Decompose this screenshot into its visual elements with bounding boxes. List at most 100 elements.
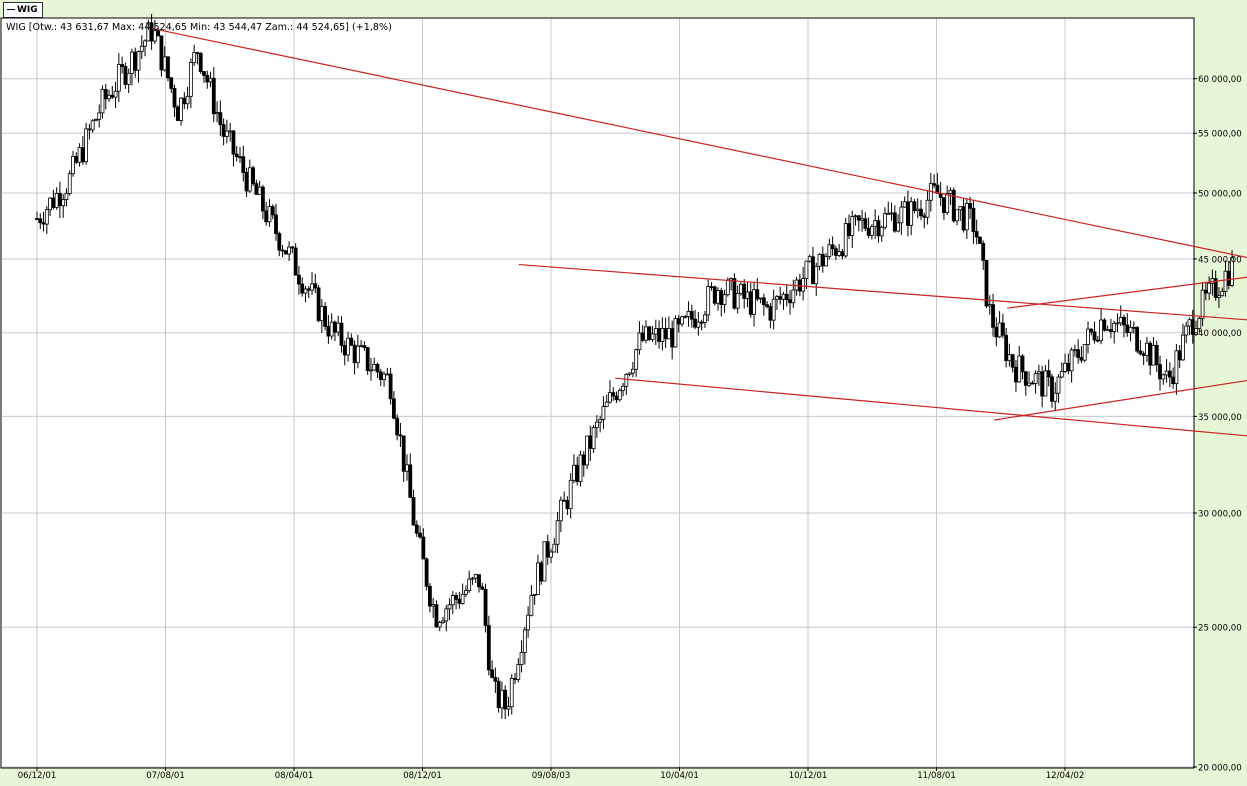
candle-body [231,130,236,155]
candle-body [1040,371,1045,397]
candle-body [411,497,416,526]
candle-body [500,689,504,709]
candle-body [1210,278,1215,284]
candle-body [820,253,825,267]
candle-body [863,218,868,229]
candle-body [532,594,537,596]
candle-body [369,369,373,372]
candle-body [978,236,982,244]
candle-body [1226,270,1231,286]
candle-body [778,296,783,300]
candle-body [958,206,963,211]
candle-body [614,395,619,401]
candle-body [444,608,449,622]
candle-body [378,371,383,380]
candle-body [303,288,308,294]
candle-body [522,629,527,653]
candle-body [493,677,498,682]
candle-body [663,328,668,340]
candle-body [683,316,688,319]
candle-body [1223,270,1228,292]
candle-body [1053,392,1058,402]
candle-body [333,321,337,333]
candle-body [264,210,269,223]
candle-body [545,541,550,558]
candle-body [418,532,422,538]
candle-body [156,30,161,37]
candle-body [447,604,452,610]
candle-body [771,298,776,321]
candle-body [824,256,828,267]
candle-body [54,192,59,208]
candle-body [64,193,69,200]
candle-body [319,306,324,322]
candle-body [922,215,927,218]
candle-body [1000,322,1005,336]
candle-body [58,192,62,207]
candle-body [987,304,992,307]
trendline [152,27,1247,259]
candle-body [310,283,314,291]
grid [2,19,1193,768]
candle-body [1056,376,1061,394]
candle-body [653,328,658,335]
candle-body [339,322,344,346]
candle-body [1220,290,1225,297]
candle-body [630,368,635,374]
candle-body [1109,329,1113,333]
candle-body [847,223,851,236]
candle-body [765,304,770,307]
candle-body [424,558,429,587]
candle-body [44,209,49,225]
candle-body [1177,350,1182,361]
candle-body [80,147,85,163]
candle-body [516,664,521,680]
candle-body [251,167,255,184]
candle-body [906,201,910,226]
candle-body [1010,354,1015,368]
candle-body [228,130,233,133]
candle-body [1007,354,1012,362]
candle-body [568,479,573,510]
candle-body [434,604,439,628]
candle-body [915,208,920,211]
candle-body [755,289,760,300]
x-tick-label: 10/12/01 [789,771,828,781]
candle-body [372,363,377,371]
candle-body [830,244,835,250]
candle-body [1194,328,1198,335]
candle-body [562,499,567,502]
candle-body [35,218,39,220]
candle-body [247,167,252,192]
y-tick-label: 20 000,00 [1198,764,1242,774]
candle-body [274,214,278,235]
candle-body [1043,370,1048,397]
candle-body [195,52,200,55]
candle-body [617,389,622,401]
candle-body [575,464,580,483]
candle-body [84,128,89,163]
candle-body [549,551,553,558]
candle-body [41,222,46,225]
candle-body [1092,331,1097,341]
candle-body [470,577,475,580]
candle-body [244,172,249,192]
candle-body [775,296,779,300]
candle-body [179,97,183,121]
candle-body [211,77,216,115]
candle-body [1069,349,1074,372]
candle-body [801,278,806,292]
candle-body [529,595,534,616]
candle-body [853,215,858,218]
candle-body [935,184,940,194]
candle-body [624,373,629,387]
candle-body [103,89,108,100]
candle-body [185,95,190,105]
candle-body [414,524,419,534]
candle-body [889,212,894,215]
candle-body [1174,350,1179,385]
candle-body [558,499,563,522]
candle-body [768,306,773,321]
candle-body [38,218,43,224]
